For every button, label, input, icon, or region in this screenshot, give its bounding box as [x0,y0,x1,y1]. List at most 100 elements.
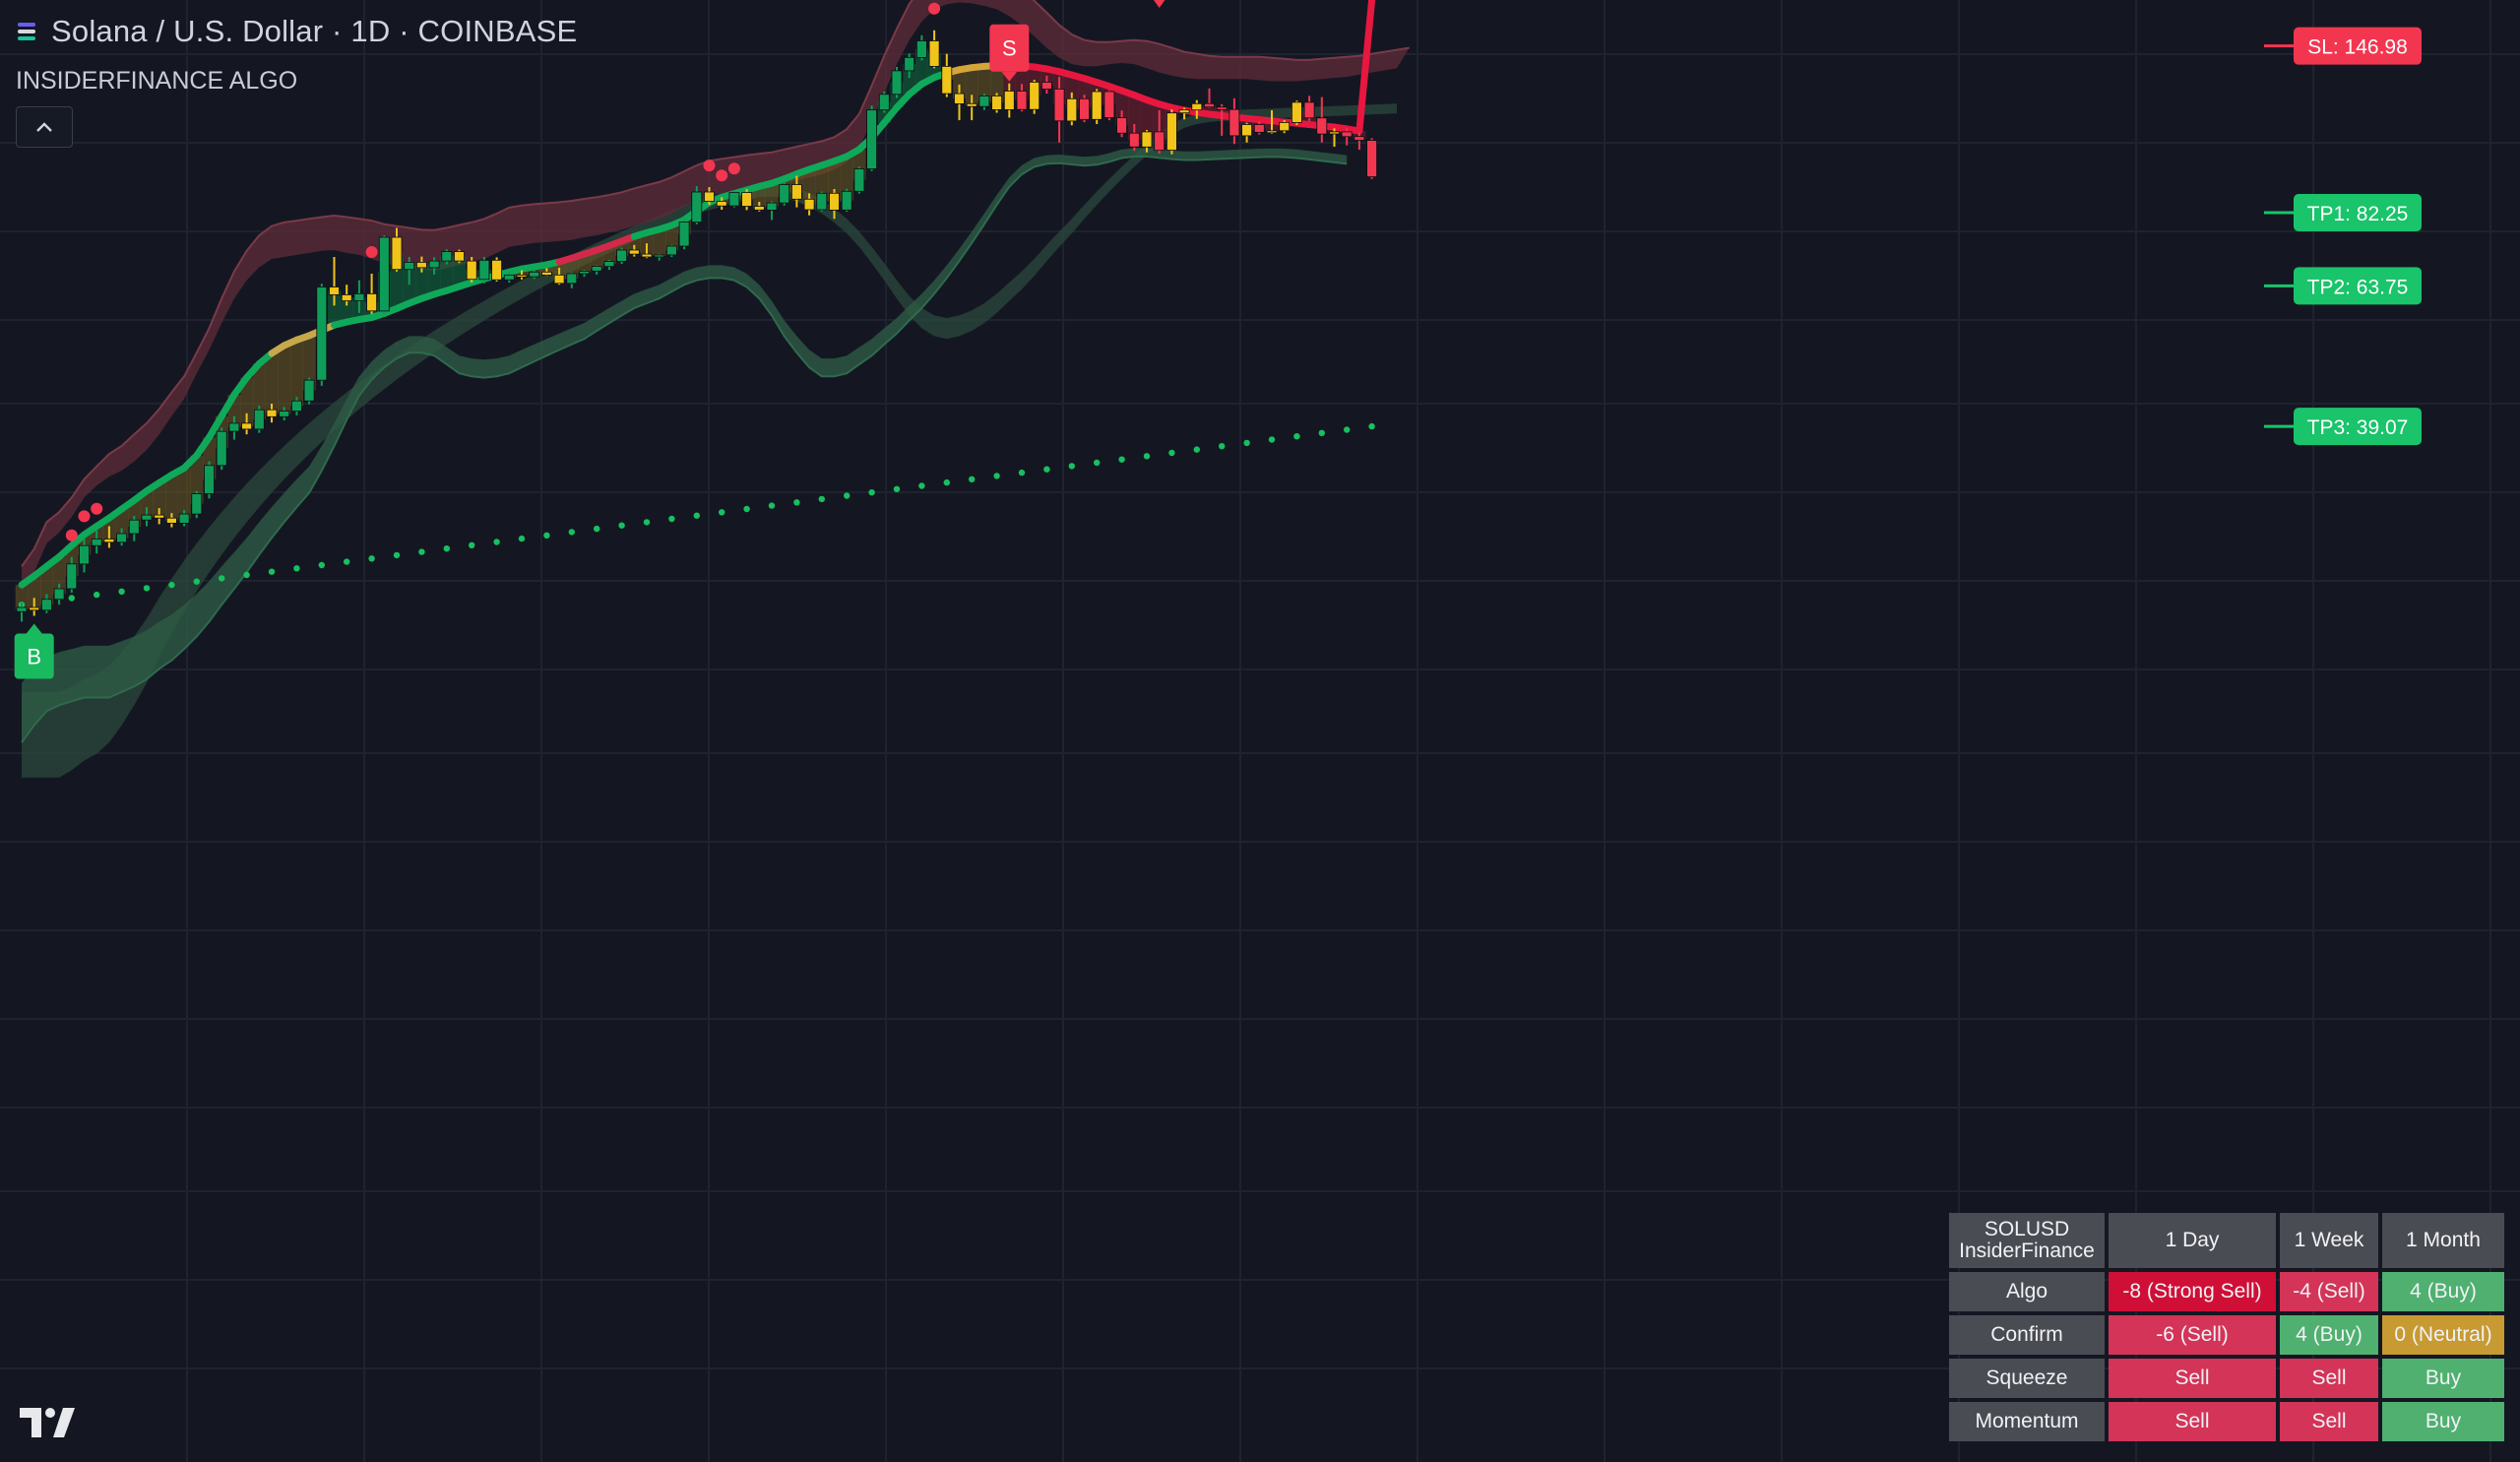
candle [1053,77,1065,143]
signal-cell: Sell [2109,1359,2276,1398]
tp2-level-badge [2294,267,2422,305]
trail-dot [818,495,825,503]
signal-cell: -4 (Sell) [2280,1272,2378,1311]
candle [303,377,315,405]
candle-body [516,274,528,278]
cloud-segment [840,157,853,201]
candle [628,244,640,257]
trail-dot [1168,449,1175,457]
candle [454,249,465,264]
candle-body [53,588,65,601]
candle [391,227,403,272]
trail-dot [568,529,575,536]
candle [1329,128,1340,147]
trail-dot [1293,433,1300,440]
candle-body [704,191,715,202]
candle-body [1116,117,1127,134]
candle [1316,96,1328,143]
trail-dot [344,558,350,565]
candle-body [654,254,665,258]
trail-dot [518,535,526,542]
indicator-name[interactable]: INSIDERFINANCE ALGO [16,67,298,95]
cloud-segment [40,566,54,605]
symbol-title[interactable]: Solana / U.S. Dollar · 1D · COINBASE [51,14,578,48]
trail-dot [1068,463,1076,470]
candle-body [1141,131,1153,148]
candle-body [404,261,415,271]
candle-body [266,409,278,417]
candle-body [829,192,840,211]
collapse-button[interactable] [16,106,73,148]
candle-body [191,493,203,515]
candle [1292,100,1302,125]
warning-dot [928,2,941,15]
candle [1128,124,1140,152]
candle-body [866,109,877,169]
candle [1279,120,1291,134]
candle [441,249,453,265]
sl-level-text: SL: 146.98 [2307,36,2408,59]
resistance-band [22,0,1410,592]
candle-body [853,168,865,192]
candle [553,267,565,286]
trail-dot [844,492,850,499]
trail-dot [969,476,976,482]
trail-dot [693,512,700,519]
candle-body [878,94,890,111]
buy-signal-label: B [14,623,54,679]
candle-body [216,430,227,467]
trail-dot [293,565,300,572]
trail-dot [893,485,901,492]
candle-body [204,465,215,494]
candle-body [415,261,427,269]
candle-body [1079,97,1090,120]
candle [616,247,627,265]
candle-body [428,260,440,269]
candle [1178,107,1190,120]
cloud-segment [52,556,66,595]
cloud-segment [990,65,1004,103]
trail-dot [193,578,200,585]
candles [16,30,1377,622]
candle [378,235,390,315]
candle [591,265,602,275]
candle [829,189,840,220]
candle-body [728,192,740,207]
signal-cell: Buy [2382,1359,2504,1398]
candle [954,84,965,121]
candle [853,166,865,194]
candle [216,427,227,471]
tradingview-logo[interactable] [20,1408,81,1439]
candle [941,53,953,97]
candle [29,598,40,616]
hamburger-icon[interactable] [18,21,39,42]
cloud-segment [177,468,191,519]
candle [228,415,240,440]
warning-dot [78,510,91,523]
candle-body [165,517,177,524]
cloud-segment [165,475,179,521]
candle-body [603,261,615,268]
algo-line-segment [218,391,238,420]
cloud-segment [302,335,316,391]
cloud-segment [903,64,916,95]
signal-cell: Buy [2382,1402,2504,1441]
candle-body [1292,101,1302,123]
cloud-segment [427,264,441,294]
trail-dot [493,539,500,545]
candle-body [928,40,940,67]
candle [128,516,140,541]
candle [666,244,677,257]
warning-dot [716,169,728,182]
algo-line-segment [193,433,213,460]
cloud-segment [977,66,991,101]
candle [466,257,477,283]
trail-dot [918,482,925,489]
candle [241,413,253,435]
trail-dot [318,561,325,569]
sell-label-text: S [1002,36,1017,61]
candle-body [1241,124,1252,137]
candle [91,530,102,554]
row-label: Squeeze [1949,1359,2105,1398]
